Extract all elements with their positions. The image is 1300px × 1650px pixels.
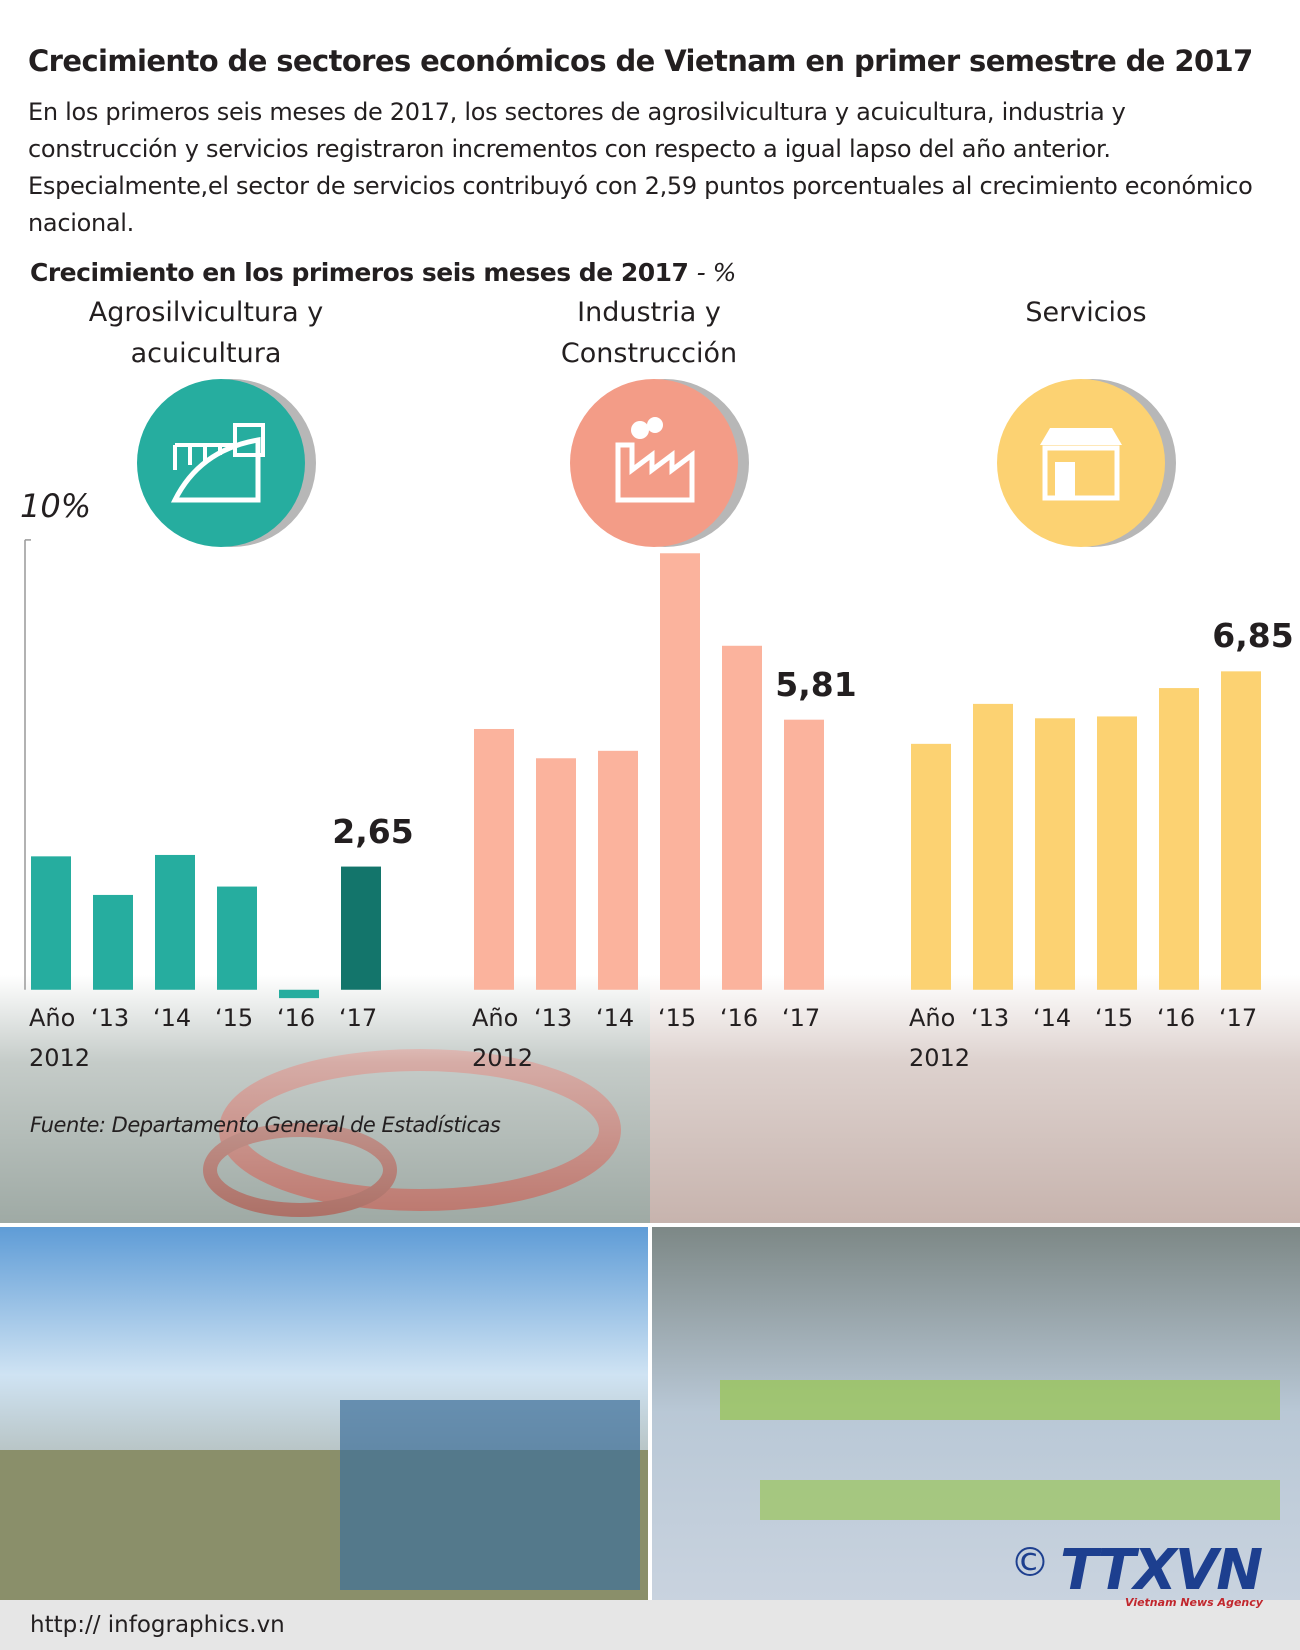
bar [279, 989, 319, 999]
sector-title: Agrosilvicultura y acuicultura [88, 297, 324, 369]
x-tick-label: ‘13 [534, 1004, 573, 1032]
bar [1221, 671, 1261, 990]
x-tick-label: ‘15 [658, 1004, 697, 1032]
footer-bar [0, 1600, 1300, 1650]
x-tick-label: ‘17 [782, 1004, 821, 1032]
bar [155, 854, 195, 990]
bar [474, 728, 514, 990]
x-tick-label: ‘13 [971, 1004, 1010, 1032]
bar [598, 750, 638, 990]
bar [536, 758, 576, 990]
bar [1159, 688, 1199, 990]
bar [973, 703, 1013, 990]
x-tick-label: ‘17 [339, 1004, 378, 1032]
x-tick-label: ‘13 [91, 1004, 130, 1032]
x-tick-label: Año 2012 [472, 1004, 534, 1072]
bar [217, 886, 257, 990]
x-tick-label: ‘16 [720, 1004, 759, 1032]
sector-title: Industria y Construcción [560, 297, 738, 369]
chart-heading-unit: - % [696, 258, 737, 287]
bar [784, 719, 824, 990]
x-tick-label: ‘14 [1033, 1004, 1072, 1032]
y-tick-label: 10% [20, 486, 92, 525]
data-label: 6,85 [1212, 616, 1294, 656]
data-label: 2,65 [332, 811, 414, 851]
bar [911, 743, 951, 990]
bar [1097, 716, 1137, 990]
chart-heading-text: Crecimiento en los primeros seis meses d… [30, 258, 689, 287]
agency: Vietnam News Agency [1125, 1596, 1263, 1609]
source: Fuente: Departamento General de Estadíst… [30, 1113, 501, 1137]
x-tick-label: Año 2012 [909, 1004, 971, 1072]
x-tick-label: ‘17 [1219, 1004, 1258, 1032]
chart-heading: Crecimiento en los primeros seis meses d… [30, 258, 736, 287]
photo-backdrop [0, 975, 1300, 1600]
sector-title: Servicios [1025, 297, 1147, 328]
bar [31, 856, 71, 990]
icon-agro [137, 379, 316, 547]
bar [722, 645, 762, 990]
data-label: 5,81 [775, 664, 857, 704]
icon-services [997, 379, 1176, 547]
description: En los primeros seis meses de 2017, los … [28, 98, 1253, 237]
title: Crecimiento de sectores económicos de Vi… [28, 44, 1253, 78]
bar [93, 894, 133, 990]
x-tick-label: ‘14 [596, 1004, 635, 1032]
x-tick-label: ‘15 [1095, 1004, 1134, 1032]
x-tick-label: ‘16 [1157, 1004, 1196, 1032]
x-tick-label: ‘14 [153, 1004, 192, 1032]
x-tick-label: ‘16 [277, 1004, 316, 1032]
icon-industry [570, 379, 749, 547]
bar [341, 866, 381, 990]
x-tick-label: Año 2012 [29, 1004, 91, 1072]
footer-url[interactable]: http:// infographics.vn [30, 1612, 285, 1638]
bar [660, 553, 700, 990]
bar [1035, 718, 1075, 990]
logo: TTXVN [1060, 1538, 1263, 1603]
x-tick-label: ‘15 [215, 1004, 254, 1032]
copyright: © [1010, 1540, 1050, 1586]
